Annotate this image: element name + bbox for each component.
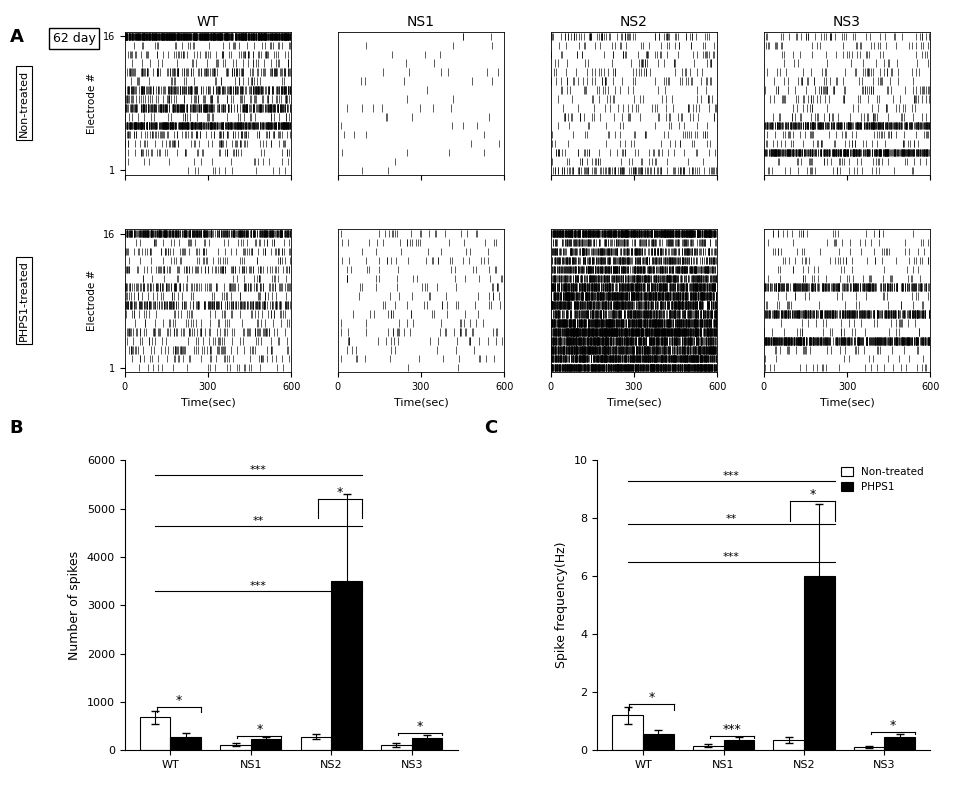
Text: *: * bbox=[337, 486, 343, 499]
Text: 62 day: 62 day bbox=[53, 32, 96, 45]
Text: *: * bbox=[417, 720, 423, 733]
Text: *: * bbox=[256, 723, 263, 736]
Text: C: C bbox=[484, 419, 498, 437]
Bar bbox=[381, 745, 411, 750]
X-axis label: Time(sec): Time(sec) bbox=[607, 397, 662, 408]
Text: ***: *** bbox=[723, 723, 741, 736]
Y-axis label: Electrode #: Electrode # bbox=[87, 270, 97, 331]
Text: *: * bbox=[175, 693, 182, 707]
Bar bbox=[331, 581, 362, 750]
Y-axis label: Spike frequency(Hz): Spike frequency(Hz) bbox=[555, 542, 568, 669]
Bar bbox=[140, 717, 171, 750]
Title: NS1: NS1 bbox=[407, 15, 435, 30]
Legend: Non-treated, PHPS1: Non-treated, PHPS1 bbox=[836, 462, 928, 496]
Bar bbox=[301, 737, 331, 750]
Title: NS3: NS3 bbox=[833, 15, 861, 30]
Text: PHPS1-treated: PHPS1-treated bbox=[19, 260, 29, 341]
Bar bbox=[221, 745, 251, 750]
Text: ***: *** bbox=[723, 471, 739, 480]
Text: ***: *** bbox=[250, 581, 267, 591]
Bar bbox=[643, 734, 673, 750]
Text: **: ** bbox=[726, 514, 737, 524]
Bar bbox=[773, 740, 804, 750]
Text: **: ** bbox=[253, 516, 264, 526]
X-axis label: Time(sec): Time(sec) bbox=[820, 397, 875, 408]
Text: ***: *** bbox=[723, 551, 739, 562]
Bar bbox=[854, 747, 884, 750]
Bar bbox=[693, 746, 723, 750]
Text: *: * bbox=[890, 719, 896, 732]
Bar bbox=[251, 740, 281, 750]
Bar bbox=[613, 715, 643, 750]
Text: ***: *** bbox=[250, 464, 267, 475]
Text: *: * bbox=[648, 691, 655, 705]
Bar bbox=[884, 737, 915, 750]
Y-axis label: Electrode #: Electrode # bbox=[87, 73, 97, 134]
Title: WT: WT bbox=[197, 15, 219, 30]
Text: B: B bbox=[10, 419, 23, 437]
X-axis label: Time(sec): Time(sec) bbox=[180, 397, 235, 408]
Text: Non-treated: Non-treated bbox=[19, 70, 29, 137]
Bar bbox=[723, 740, 754, 750]
Text: A: A bbox=[10, 28, 23, 46]
X-axis label: Time(sec): Time(sec) bbox=[393, 397, 448, 408]
Bar bbox=[804, 576, 834, 750]
Bar bbox=[411, 737, 442, 750]
Title: NS2: NS2 bbox=[620, 15, 648, 30]
Y-axis label: Number of spikes: Number of spikes bbox=[68, 551, 82, 660]
Text: *: * bbox=[809, 488, 815, 501]
Bar bbox=[171, 737, 201, 750]
